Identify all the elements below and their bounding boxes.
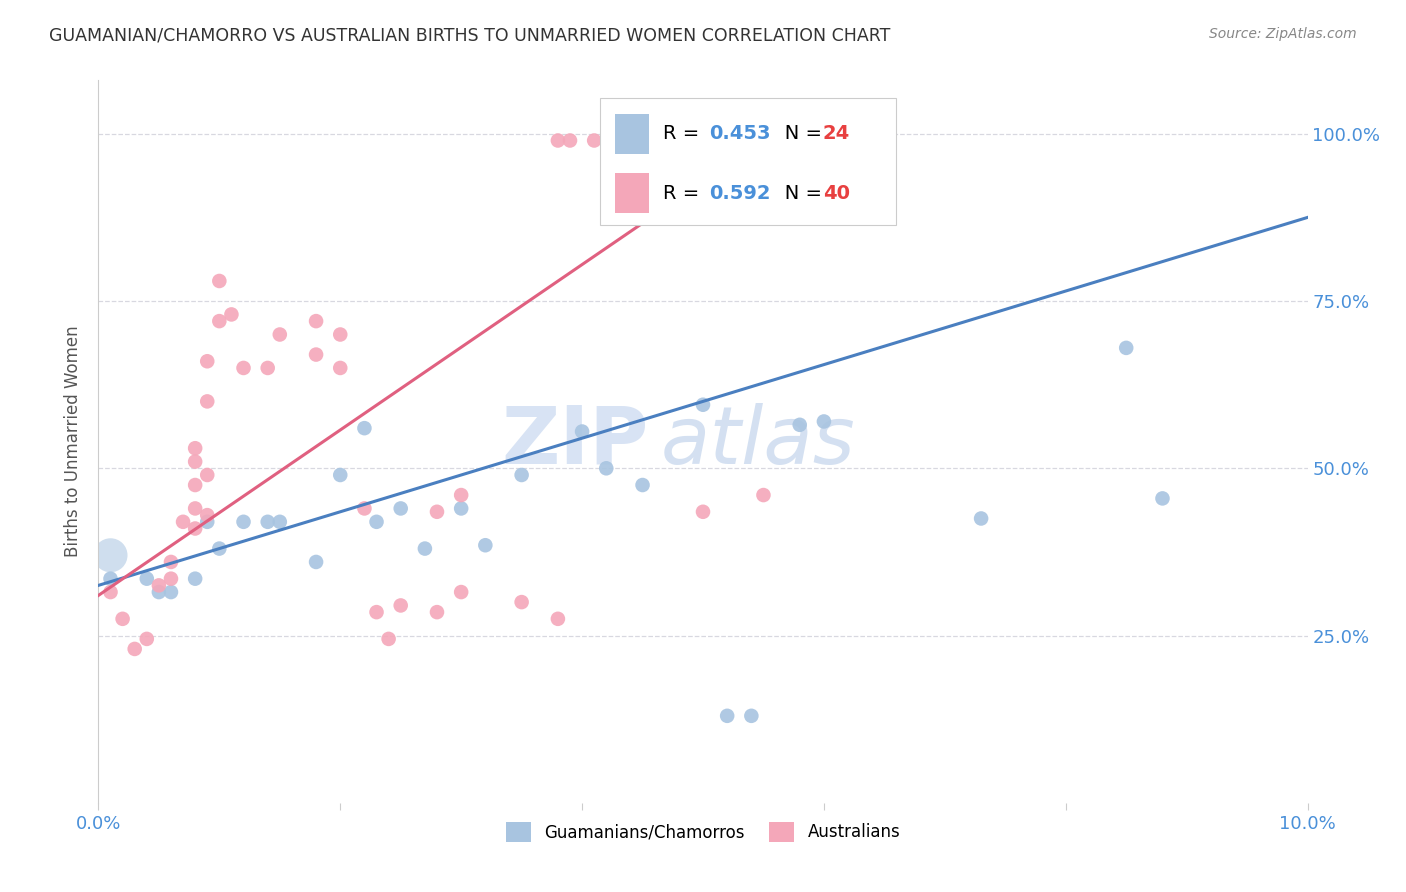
Point — [353, 421, 375, 435]
Point — [208, 541, 231, 556]
Point — [583, 134, 606, 148]
Point — [716, 708, 738, 723]
Point — [160, 572, 183, 586]
Point — [305, 348, 328, 362]
Point — [510, 467, 533, 482]
Point — [607, 134, 630, 148]
Point — [571, 425, 593, 439]
Point — [510, 595, 533, 609]
Point — [970, 511, 993, 525]
Point — [195, 508, 218, 523]
Text: R =: R = — [664, 124, 706, 144]
Point — [692, 398, 714, 412]
Point — [366, 605, 388, 619]
Text: 0.592: 0.592 — [709, 184, 770, 202]
Point — [232, 361, 254, 376]
Point — [1115, 341, 1137, 355]
Point — [195, 515, 218, 529]
Point — [232, 515, 254, 529]
Text: N =: N = — [766, 184, 828, 202]
Point — [631, 478, 654, 492]
Text: 0.453: 0.453 — [709, 124, 770, 144]
Point — [184, 455, 207, 469]
Point — [269, 327, 291, 342]
FancyBboxPatch shape — [614, 114, 648, 153]
Point — [668, 134, 690, 148]
Point — [172, 515, 194, 529]
Point — [740, 708, 762, 723]
Point — [752, 488, 775, 502]
Point — [184, 501, 207, 516]
Point — [100, 585, 122, 599]
Point — [195, 394, 218, 409]
Point — [208, 314, 231, 328]
Point — [208, 274, 231, 288]
Point — [547, 612, 569, 626]
Y-axis label: Births to Unmarried Women: Births to Unmarried Women — [65, 326, 83, 558]
Point — [148, 585, 170, 599]
Point — [558, 134, 581, 148]
Point — [389, 501, 412, 516]
Point — [124, 642, 146, 657]
Point — [426, 605, 449, 619]
Point — [305, 555, 328, 569]
Point — [305, 314, 328, 328]
Point — [256, 361, 278, 376]
Point — [366, 515, 388, 529]
Point — [426, 505, 449, 519]
Point — [195, 467, 218, 482]
Point — [450, 501, 472, 516]
Point — [221, 307, 243, 322]
Point — [377, 632, 399, 646]
Point — [474, 538, 496, 552]
Point — [353, 501, 375, 516]
Text: N =: N = — [766, 124, 828, 144]
Point — [111, 612, 134, 626]
Point — [160, 585, 183, 599]
Point — [184, 521, 207, 535]
Point — [160, 555, 183, 569]
Text: R =: R = — [664, 184, 706, 202]
Point — [413, 541, 436, 556]
Text: GUAMANIAN/CHAMORRO VS AUSTRALIAN BIRTHS TO UNMARRIED WOMEN CORRELATION CHART: GUAMANIAN/CHAMORRO VS AUSTRALIAN BIRTHS … — [49, 27, 890, 45]
Point — [655, 134, 678, 148]
Legend: Guamanians/Chamorros, Australians: Guamanians/Chamorros, Australians — [499, 815, 907, 848]
Bar — [600, 98, 897, 225]
Point — [184, 442, 207, 455]
Point — [184, 572, 207, 586]
Point — [269, 515, 291, 529]
Point — [619, 134, 641, 148]
Point — [595, 461, 617, 475]
Text: Source: ZipAtlas.com: Source: ZipAtlas.com — [1209, 27, 1357, 41]
Point — [184, 478, 207, 492]
Point — [389, 599, 412, 613]
Point — [100, 572, 122, 586]
Point — [256, 515, 278, 529]
Point — [1152, 491, 1174, 506]
Point — [329, 327, 352, 342]
Text: 40: 40 — [823, 184, 849, 202]
Point — [100, 548, 122, 563]
Text: 24: 24 — [823, 124, 851, 144]
Point — [692, 505, 714, 519]
Point — [135, 632, 157, 646]
Text: ZIP: ZIP — [502, 402, 648, 481]
Point — [148, 578, 170, 592]
Point — [450, 488, 472, 502]
Point — [135, 572, 157, 586]
Point — [450, 585, 472, 599]
Point — [547, 134, 569, 148]
Text: atlas: atlas — [661, 402, 855, 481]
Point — [329, 361, 352, 376]
FancyBboxPatch shape — [614, 173, 648, 213]
Point — [789, 417, 811, 432]
Point — [813, 414, 835, 429]
Point — [195, 354, 218, 368]
Point — [329, 467, 352, 482]
